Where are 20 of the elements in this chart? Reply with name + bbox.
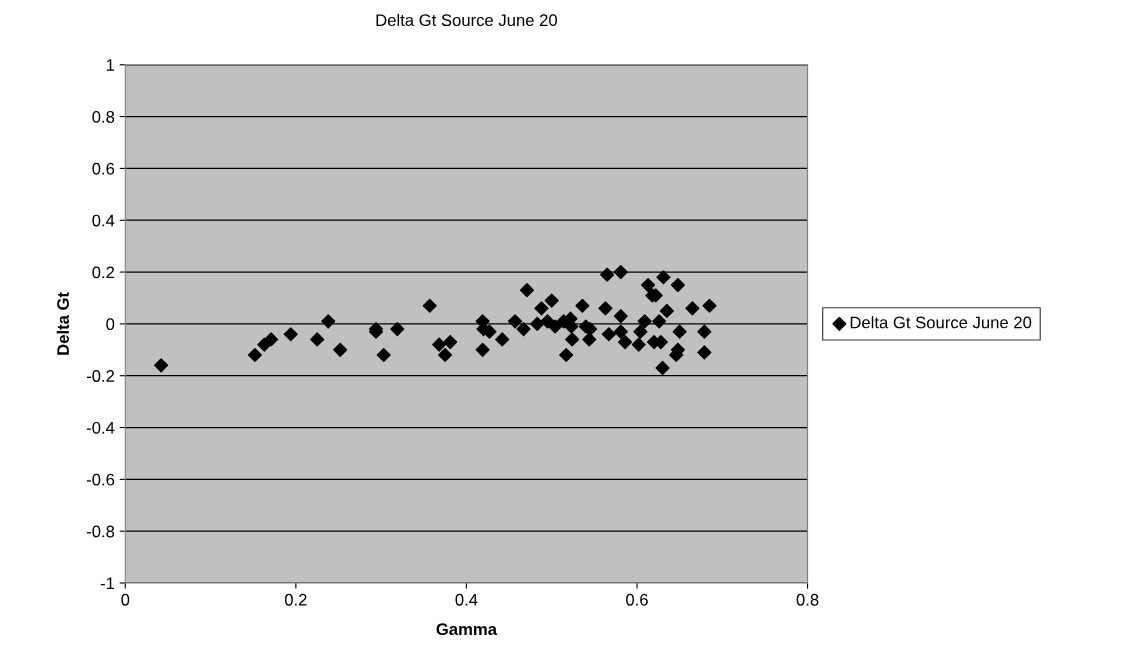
y-tick-label: 0.4 <box>92 214 115 227</box>
y-tick-label: 0 <box>106 318 115 331</box>
x-tick-label: 0.8 <box>796 593 819 606</box>
y-tick-label: 0.6 <box>92 162 115 175</box>
y-tick-label: -0.2 <box>86 370 115 382</box>
x-axis-title: Gamma <box>436 623 498 636</box>
y-tick-label: -0.6 <box>86 473 115 486</box>
y-axis-title: Delta Gt <box>56 292 69 355</box>
y-tick-label: 0.2 <box>92 266 115 279</box>
x-tick-label: 0.2 <box>284 593 307 606</box>
chart-title: Delta Gt Source June 20 <box>376 13 558 27</box>
x-tick-label: 0.4 <box>455 593 478 606</box>
y-tick-label: -0.8 <box>86 525 115 538</box>
y-tick-label: -1 <box>100 577 115 590</box>
y-tick-label: 0.8 <box>92 111 115 123</box>
x-tick-label: 0 <box>121 593 130 606</box>
y-tick-label: 1 <box>106 59 115 71</box>
x-tick-label: 0.6 <box>626 593 648 606</box>
legend-label: Delta Gt Source June 20 <box>850 316 1032 329</box>
y-tick-label: -0.4 <box>86 421 115 434</box>
